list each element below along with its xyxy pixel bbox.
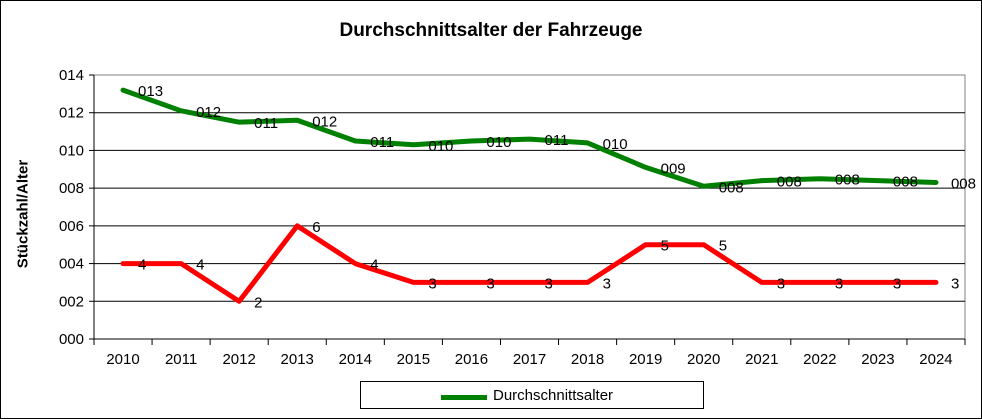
chart-title: Durchschnittsalter der Fahrzeuge bbox=[339, 20, 643, 41]
data-label: 012 bbox=[196, 104, 221, 121]
x-tick-label: 2014 bbox=[339, 351, 372, 368]
data-label: 3 bbox=[545, 275, 553, 292]
data-label: 4 bbox=[138, 257, 146, 274]
x-tick-label: 2017 bbox=[513, 351, 546, 368]
data-label: 3 bbox=[777, 275, 785, 292]
x-tick-label: 2012 bbox=[222, 351, 255, 368]
data-label: 009 bbox=[661, 160, 686, 177]
data-label: 008 bbox=[951, 175, 976, 192]
series-lines bbox=[120, 87, 939, 304]
data-label: 2 bbox=[254, 294, 262, 311]
legend-swatch-green bbox=[441, 395, 487, 400]
data-label: 3 bbox=[893, 275, 901, 292]
data-label: 4 bbox=[196, 257, 204, 274]
series-line-1 bbox=[120, 87, 939, 189]
y-tick-label: 000 bbox=[59, 331, 84, 348]
y-axis-title: Stückzahl/Alter bbox=[14, 159, 32, 269]
data-label: 008 bbox=[893, 174, 918, 191]
data-label: 012 bbox=[312, 113, 337, 130]
x-tick-label: 2010 bbox=[106, 351, 139, 368]
x-tick-label: 2016 bbox=[455, 351, 488, 368]
y-tick-label: 010 bbox=[59, 142, 84, 159]
data-label: 3 bbox=[835, 275, 843, 292]
data-label: 011 bbox=[370, 134, 394, 151]
data-label: 5 bbox=[661, 238, 669, 255]
data-label: 008 bbox=[835, 172, 860, 189]
y-tick-label: 004 bbox=[59, 256, 84, 273]
y-tick-label: 002 bbox=[59, 293, 84, 310]
data-label: 013 bbox=[138, 83, 163, 100]
x-tick-label: 2015 bbox=[397, 351, 430, 368]
plot-area bbox=[93, 74, 966, 340]
x-tick-label: 2011 bbox=[165, 351, 197, 368]
x-tick-label: 2021 bbox=[745, 351, 778, 368]
x-tick-label: 2018 bbox=[571, 351, 604, 368]
data-label: 011 bbox=[254, 115, 278, 132]
y-tick-label: 006 bbox=[59, 218, 84, 235]
data-label: 010 bbox=[486, 134, 511, 151]
x-tick-label: 2024 bbox=[919, 351, 952, 368]
data-label: 010 bbox=[428, 138, 453, 155]
data-label: 3 bbox=[486, 275, 494, 292]
data-labels: 013 012 011 012 011 010 010 011 010 009 008 008 008 0… bbox=[138, 83, 976, 311]
data-label: 4 bbox=[370, 257, 378, 274]
data-label: 008 bbox=[719, 179, 744, 196]
data-label: 6 bbox=[312, 219, 320, 236]
y-tick-label: 012 bbox=[59, 105, 84, 122]
legend-label: Durchschnittsalter bbox=[493, 387, 614, 404]
legend: Durchschnittsalter bbox=[360, 381, 704, 409]
data-label: 011 bbox=[545, 132, 569, 149]
x-tick-label: 2023 bbox=[861, 351, 894, 368]
data-label: 3 bbox=[428, 275, 436, 292]
data-label: 008 bbox=[777, 174, 802, 191]
data-label: 010 bbox=[603, 136, 628, 153]
data-label: 5 bbox=[719, 238, 727, 255]
data-label: 3 bbox=[951, 275, 959, 292]
series-line-2 bbox=[120, 223, 939, 304]
y-tick-label: 014 bbox=[59, 67, 84, 84]
data-label: 3 bbox=[603, 275, 611, 292]
x-tick-label: 2013 bbox=[281, 351, 314, 368]
x-tick-label: 2019 bbox=[629, 351, 662, 368]
y-tick-label: 008 bbox=[59, 180, 84, 197]
x-tick-label: 2020 bbox=[687, 351, 720, 368]
x-tick-label: 2022 bbox=[803, 351, 836, 368]
